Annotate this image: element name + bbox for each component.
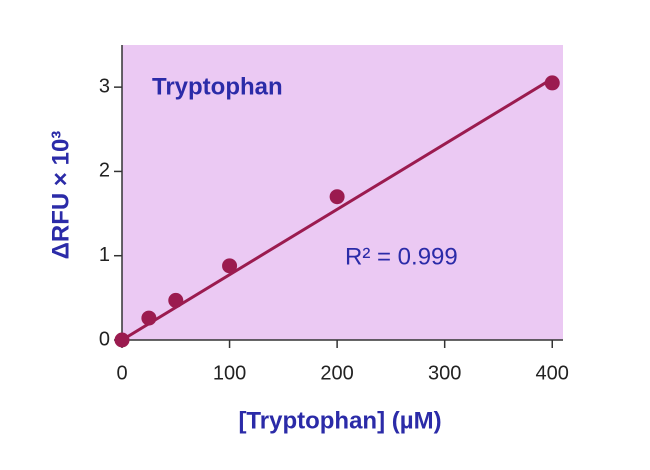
x-tick-label: 400 bbox=[536, 362, 569, 384]
x-tick-label: 100 bbox=[213, 362, 246, 384]
y-tick-label: 1 bbox=[99, 244, 110, 266]
data-point bbox=[222, 258, 238, 274]
x-tick-label: 200 bbox=[320, 362, 353, 384]
y-tick-label: 2 bbox=[99, 160, 110, 182]
y-tick-label: 3 bbox=[99, 75, 110, 97]
x-tick-label: 300 bbox=[428, 362, 461, 384]
data-point bbox=[168, 292, 184, 308]
annotation: Tryptophan bbox=[152, 73, 283, 100]
fit-line bbox=[121, 77, 554, 342]
data-point bbox=[329, 189, 345, 205]
x-tick-label: 0 bbox=[116, 362, 127, 384]
data-point bbox=[114, 332, 130, 348]
y-tick-label: 0 bbox=[99, 328, 110, 350]
data-point bbox=[544, 75, 560, 91]
y-axis-label: ΔRFU × 10³ bbox=[47, 131, 74, 260]
data-point bbox=[141, 310, 157, 326]
x-axis-label: [Tryptophan] (µM) bbox=[238, 407, 441, 434]
r-squared: R² = 0.999 bbox=[345, 243, 458, 270]
